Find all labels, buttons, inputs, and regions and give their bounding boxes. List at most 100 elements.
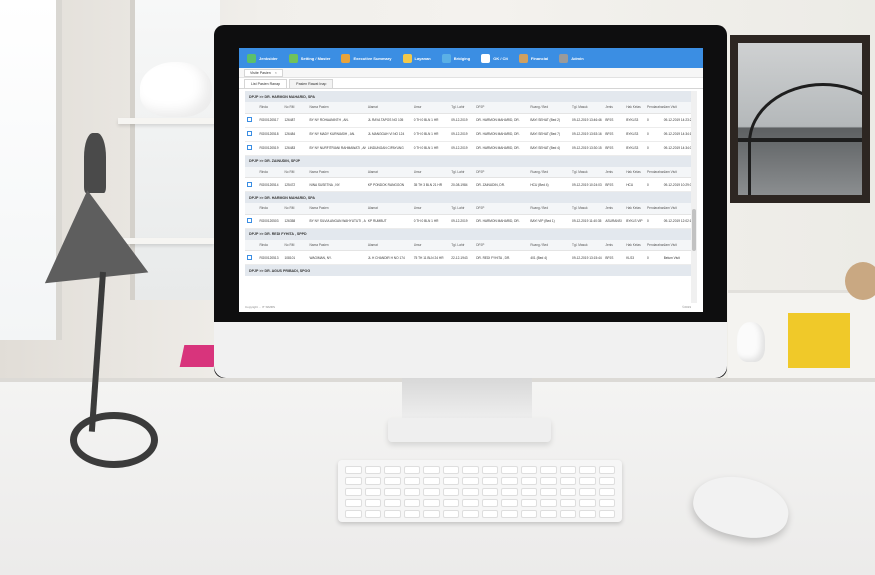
- table-cell: 126484: [282, 127, 308, 142]
- registration-link[interactable]: RG00120514: [257, 177, 283, 192]
- registration-link[interactable]: RG00120519: [257, 141, 283, 156]
- table-cell: 0 TH 0 BLN 1 HR: [411, 127, 450, 142]
- scrollbar[interactable]: [691, 91, 697, 303]
- nav-item[interactable]: Executive Summary: [337, 50, 395, 66]
- header-cell: Pendarahan: [645, 203, 664, 215]
- edit-icon[interactable]: [247, 181, 252, 187]
- close-icon[interactable]: ×: [274, 70, 277, 75]
- nav-item[interactable]: Financial: [515, 50, 552, 66]
- subtab[interactable]: List Pasien Ranap: [244, 79, 288, 88]
- keyboard: [338, 460, 622, 522]
- tab-visite-pasien[interactable]: Visite Pasien ×: [244, 68, 283, 77]
- scroll-thumb[interactable]: [692, 209, 696, 251]
- edit-icon[interactable]: [247, 254, 252, 260]
- key: [501, 510, 518, 518]
- table-cell: BY NY NURFITRIANI RAHMAWATI , AN.: [307, 141, 366, 156]
- header-cell: No RM: [282, 239, 308, 251]
- table-cell: BAYI SEHAT (Bed 2): [528, 113, 571, 128]
- edit-icon[interactable]: [247, 218, 252, 223]
- table-cell: BAYI VIP (Bed 1): [528, 214, 571, 229]
- key: [579, 477, 596, 485]
- tab-label: Visite Pasien: [250, 70, 271, 75]
- table-row[interactable]: RG00120517 126487 BY NY ROHAANINTH , AN. JL…: [245, 113, 691, 128]
- table-cell: BPJS: [603, 177, 625, 192]
- key: [384, 466, 401, 474]
- table-row[interactable]: RG00120513 108101 WAGIMAN, NY. JL H CHANDIR…: [245, 250, 691, 265]
- layanan-icon: [402, 53, 412, 63]
- registration-link[interactable]: RG00120503: [257, 214, 283, 229]
- table-row[interactable]: RG00120503 126358 BY NY SILVIA ANGAN WAHYU…: [245, 214, 691, 229]
- row-action[interactable]: [245, 214, 258, 229]
- ok-icon: [481, 53, 491, 63]
- nav-label: Admin: [571, 55, 584, 61]
- table-cell: WAGIMAN, NY.: [307, 250, 366, 265]
- header-cell: Hak Kelas: [624, 102, 646, 114]
- edit-icon[interactable]: [247, 145, 252, 150]
- table-row[interactable]: RG00120519 126483 BY NY NURFITRIANI RAHMAW…: [245, 141, 691, 156]
- edit-icon[interactable]: [247, 117, 252, 122]
- row-action[interactable]: [245, 177, 258, 192]
- key: [442, 510, 459, 518]
- key: [384, 499, 401, 507]
- header-cell: Umur: [411, 102, 450, 114]
- header-cell: Tgl. Lahir: [449, 102, 475, 114]
- row-action[interactable]: [245, 113, 258, 128]
- key: [598, 499, 615, 507]
- window: [0, 0, 62, 340]
- nav-item[interactable]: Layanan: [399, 50, 435, 66]
- patient-list: DPJP >> DR. HARMON MAHARID, SPA Rinda No R…: [245, 91, 691, 303]
- table-cell: DR. HARMON MAHARID, DR.: [474, 113, 529, 128]
- nav-label: Layanan: [414, 55, 431, 61]
- header-cell: Nama Pasien: [307, 102, 366, 114]
- group-header: DPJP >> DR. AGUS PRIBADI, SPOG: [245, 265, 691, 276]
- table-cell: BPJS: [603, 113, 625, 128]
- key: [540, 477, 557, 485]
- nav-item[interactable]: OK / Cit: [477, 50, 512, 66]
- table-row[interactable]: RG00120518 126484 BY NY MADY KURNIASIH , A…: [245, 127, 691, 142]
- key: [345, 477, 362, 485]
- table-cell: 09-12-2019 14:23:22: [661, 113, 691, 128]
- key: [384, 488, 401, 496]
- nav-item[interactable]: Admin: [555, 50, 587, 66]
- key: [520, 466, 537, 474]
- header-cell: Umur: [411, 203, 450, 215]
- key: [423, 488, 440, 496]
- key: [403, 488, 420, 496]
- table-cell: 0: [645, 127, 662, 142]
- breadcrumb: Visite Pasien ×: [239, 68, 703, 78]
- table-cell: 0: [645, 214, 662, 229]
- registration-link[interactable]: RG00120517: [257, 113, 283, 128]
- lamp-shade: [35, 184, 149, 284]
- registration-link[interactable]: RG00120518: [257, 127, 283, 142]
- table-cell: 0: [645, 250, 662, 265]
- edit-icon[interactable]: [247, 131, 252, 136]
- row-action[interactable]: [245, 141, 258, 156]
- header-cell: DPJP: [474, 203, 529, 215]
- row-action[interactable]: [245, 127, 258, 142]
- nav-label: Setting / Master: [300, 55, 331, 61]
- nav-item[interactable]: Bridging: [438, 50, 474, 66]
- header-cell: Alamat: [365, 239, 412, 251]
- header-cell: No RM: [282, 102, 308, 114]
- row-action[interactable]: [245, 250, 258, 265]
- key: [364, 477, 381, 485]
- nav-item[interactable]: Jenksider: [243, 50, 282, 66]
- table-cell: DR. ZAINUDIN, DR.: [474, 177, 529, 192]
- bridging-icon: [441, 53, 451, 63]
- table-cell: BPJS: [603, 250, 625, 265]
- nav-label: Executive Summary: [353, 55, 392, 61]
- table-cell: 22-12-1943: [449, 250, 475, 265]
- table-row[interactable]: RG00120514 125472 NINA SUSETNA , NY. KP PON…: [245, 177, 691, 192]
- table-cell: BY NY MADY KURNIASIH , AN.: [307, 127, 366, 142]
- header-row: Rinda No RM Nama Pasien Alamat Umur Tgl. Lahi…: [245, 166, 691, 178]
- registration-link[interactable]: RG00120513: [257, 250, 283, 265]
- monitor-base: [388, 418, 551, 442]
- table-cell: 09-12-2019: [449, 127, 475, 142]
- key: [520, 477, 537, 485]
- nav-item[interactable]: Setting / Master: [285, 50, 335, 66]
- key: [481, 477, 498, 485]
- key: [520, 510, 537, 518]
- jenksider-icon: [247, 53, 256, 63]
- yellow-box: [788, 313, 850, 368]
- subtab[interactable]: Pasien Rawat Inap: [289, 79, 334, 88]
